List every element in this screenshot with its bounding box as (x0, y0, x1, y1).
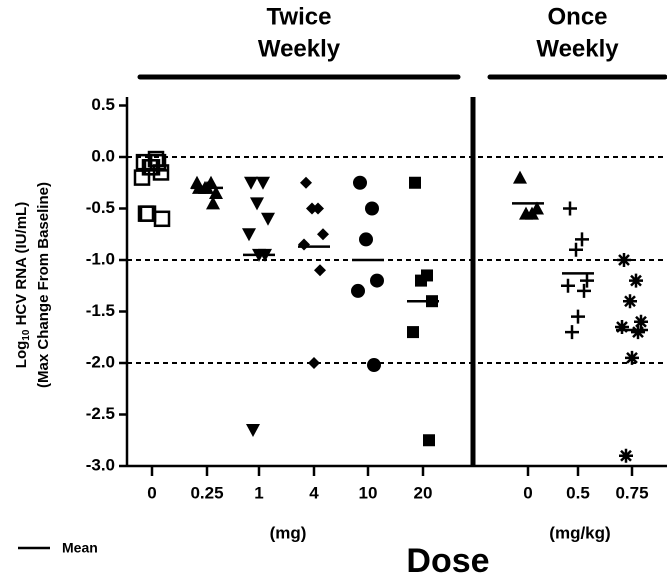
point (353, 175, 367, 190)
unit-label: (mg/kg) (549, 523, 610, 542)
point (619, 448, 633, 463)
y-tick-label: -0.5 (86, 198, 115, 217)
x-tick-label: 0.25 (190, 483, 223, 502)
point (246, 423, 260, 437)
y-tick-label: -1.0 (86, 249, 115, 268)
point (300, 176, 312, 189)
point (563, 201, 577, 216)
x-tick-label: 0 (147, 483, 156, 502)
point (634, 314, 648, 329)
point (153, 210, 171, 228)
point (261, 212, 275, 226)
point (575, 232, 589, 247)
point (513, 170, 527, 184)
x-tick-label: 0.75 (615, 483, 648, 502)
point (615, 319, 629, 334)
x-tick-label: 20 (414, 483, 433, 502)
panel-title: Weekly (258, 35, 341, 62)
point (317, 228, 329, 241)
point (365, 201, 379, 216)
panel-title: Twice (267, 3, 332, 30)
x-tick-label: 1 (254, 483, 263, 502)
point (152, 164, 170, 181)
point (359, 232, 373, 247)
point (256, 176, 270, 190)
y-axis-label: Log10 HCV RNA (IU/mL) (13, 202, 32, 368)
point (623, 294, 637, 309)
point (351, 283, 365, 298)
point (250, 197, 264, 211)
y-tick-label: 0.0 (91, 146, 115, 165)
y-tick-label: -2.0 (86, 352, 115, 371)
point (571, 309, 585, 324)
y-tick-label: 0.5 (91, 95, 115, 114)
unit-label: (mg) (270, 523, 307, 542)
point (306, 202, 318, 215)
point (409, 176, 421, 189)
x-axis-label: Dose (406, 542, 489, 580)
x-tick-label: 0 (523, 483, 532, 502)
point (561, 278, 575, 293)
y-tick-label: -3.0 (86, 455, 115, 474)
y-label-part: Log (13, 341, 30, 369)
y-tick-label: -1.5 (86, 301, 115, 320)
point (629, 273, 643, 288)
point (519, 206, 533, 220)
point (308, 357, 320, 369)
point (415, 274, 427, 287)
point (569, 242, 583, 257)
x-tick-label: 4 (309, 483, 319, 502)
point (625, 350, 639, 365)
point (580, 273, 594, 288)
point (423, 434, 435, 447)
x-tick-label: 10 (359, 483, 378, 502)
point (206, 196, 220, 210)
point (577, 283, 591, 298)
point (367, 358, 381, 373)
point (143, 159, 161, 176)
point (314, 264, 326, 277)
legend-label: Mean (62, 540, 98, 556)
y-label-subscript: 10 (21, 329, 32, 341)
point (244, 176, 258, 190)
panel-title: Weekly (536, 35, 619, 62)
y-tick-label: -2.5 (86, 404, 115, 423)
panel-title: Once (547, 3, 607, 30)
x-tick-label: 0.5 (566, 483, 590, 502)
point (242, 228, 256, 242)
point (209, 186, 223, 200)
point (617, 253, 631, 267)
point (407, 326, 419, 339)
point (631, 325, 645, 340)
point (298, 238, 310, 251)
y-axis-label: (Max Change From Baseline) (35, 182, 52, 388)
point (370, 273, 384, 288)
point (530, 201, 544, 215)
point (139, 205, 157, 222)
y-label-part: HCV RNA (IU/mL) (13, 202, 30, 330)
point (565, 325, 579, 340)
point (190, 175, 204, 189)
